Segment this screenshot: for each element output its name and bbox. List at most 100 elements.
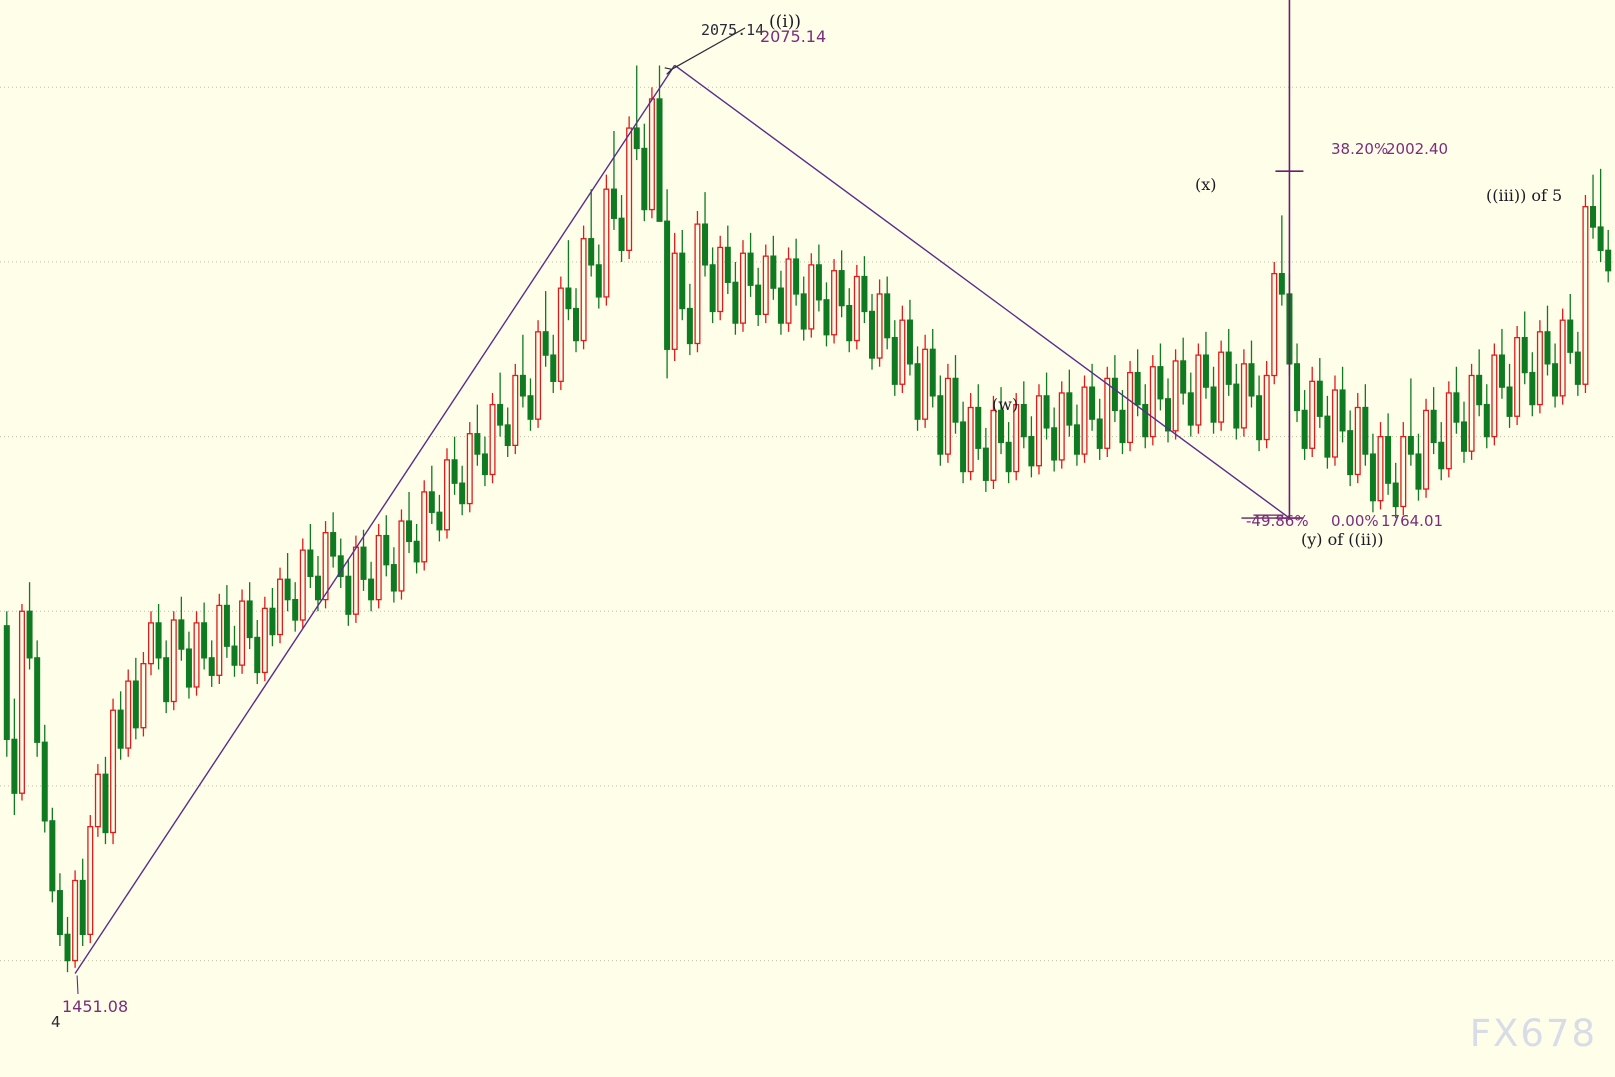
- candle-body: [1339, 389, 1346, 432]
- candle-body: [1089, 386, 1096, 420]
- candle-body: [1263, 374, 1270, 441]
- candle-body: [1202, 354, 1209, 388]
- candle: [709, 247, 716, 324]
- candle: [1453, 366, 1460, 434]
- candle-body: [739, 252, 747, 324]
- candle-body: [3, 625, 10, 740]
- candle: [451, 436, 458, 495]
- candle-body: [1491, 354, 1498, 438]
- candle-body: [1096, 418, 1103, 449]
- candle-body: [1187, 392, 1194, 426]
- candle-body: [26, 610, 33, 659]
- candle: [1089, 363, 1096, 431]
- candle-body: [1316, 380, 1323, 417]
- candle-body: [1035, 395, 1042, 467]
- candle-body: [755, 284, 762, 316]
- candle-body: [170, 619, 177, 703]
- candle: [633, 65, 640, 161]
- candle: [1218, 340, 1225, 431]
- candle-body: [1225, 351, 1232, 385]
- candle: [967, 392, 974, 481]
- candle: [1013, 392, 1020, 481]
- candle: [1104, 366, 1111, 457]
- candle: [565, 240, 572, 321]
- candle-body: [1544, 331, 1551, 365]
- candle-body: [1271, 272, 1278, 377]
- candle: [1400, 422, 1407, 516]
- candle-body: [254, 636, 261, 674]
- candle-body: [1248, 363, 1255, 397]
- candle: [413, 523, 420, 574]
- candle: [1559, 308, 1566, 405]
- candle: [1066, 369, 1073, 437]
- candle: [459, 465, 466, 516]
- candle-body: [702, 223, 709, 266]
- candle: [1309, 366, 1316, 457]
- candle-body: [284, 578, 291, 601]
- candle: [937, 375, 944, 466]
- candle: [132, 657, 139, 740]
- candle: [679, 229, 686, 321]
- candle: [49, 807, 56, 903]
- candle: [800, 276, 807, 341]
- candle: [1339, 366, 1346, 443]
- candle: [277, 567, 284, 644]
- candle: [527, 378, 534, 431]
- candle: [314, 555, 321, 612]
- candle-body: [277, 578, 284, 636]
- candle: [443, 448, 451, 539]
- candle-body: [421, 491, 428, 563]
- candle-body: [1582, 206, 1589, 385]
- candle: [1521, 311, 1528, 385]
- candle: [603, 174, 610, 306]
- candle: [557, 276, 564, 391]
- candle-body: [375, 534, 382, 601]
- candle: [823, 282, 830, 347]
- candle-body: [831, 270, 838, 336]
- candle: [1256, 375, 1263, 452]
- candle-body: [967, 406, 974, 473]
- candle: [770, 235, 777, 300]
- candle-body: [261, 607, 268, 674]
- candle: [375, 523, 382, 609]
- candle: [694, 211, 701, 353]
- candle: [929, 328, 936, 408]
- candle-body: [1430, 409, 1437, 444]
- candle-body: [466, 433, 473, 505]
- candle-body: [1149, 366, 1156, 438]
- candle-body: [732, 281, 739, 324]
- candle: [79, 858, 86, 947]
- candle: [102, 756, 109, 845]
- candle-body: [588, 238, 595, 266]
- candle: [1005, 422, 1012, 484]
- candle-body: [489, 403, 496, 476]
- candle-body: [360, 546, 367, 580]
- candle: [573, 288, 580, 353]
- impulse-up-line: [74, 64, 676, 974]
- candle-body: [626, 127, 633, 251]
- candle-body: [603, 188, 610, 298]
- candle-body: [299, 549, 306, 621]
- candle-body: [1233, 383, 1240, 429]
- candle: [1020, 381, 1027, 449]
- candle-body: [1521, 336, 1528, 374]
- candle-body: [595, 264, 602, 298]
- candle: [998, 387, 1005, 455]
- candle: [1506, 363, 1513, 428]
- candle-body: [413, 540, 420, 563]
- candle: [550, 334, 557, 393]
- candle: [368, 561, 375, 612]
- candle-body: [527, 395, 534, 420]
- candle: [1377, 422, 1384, 510]
- candle: [481, 436, 488, 487]
- candle: [178, 596, 185, 661]
- candle-body: [1559, 319, 1566, 397]
- candle: [1354, 392, 1361, 484]
- candle: [1134, 349, 1141, 417]
- candle-body: [1127, 371, 1134, 444]
- candle: [1195, 343, 1202, 434]
- candle-body: [185, 648, 192, 688]
- candle-body: [1605, 249, 1612, 272]
- candle-body: [1392, 482, 1399, 508]
- candle: [1362, 384, 1369, 466]
